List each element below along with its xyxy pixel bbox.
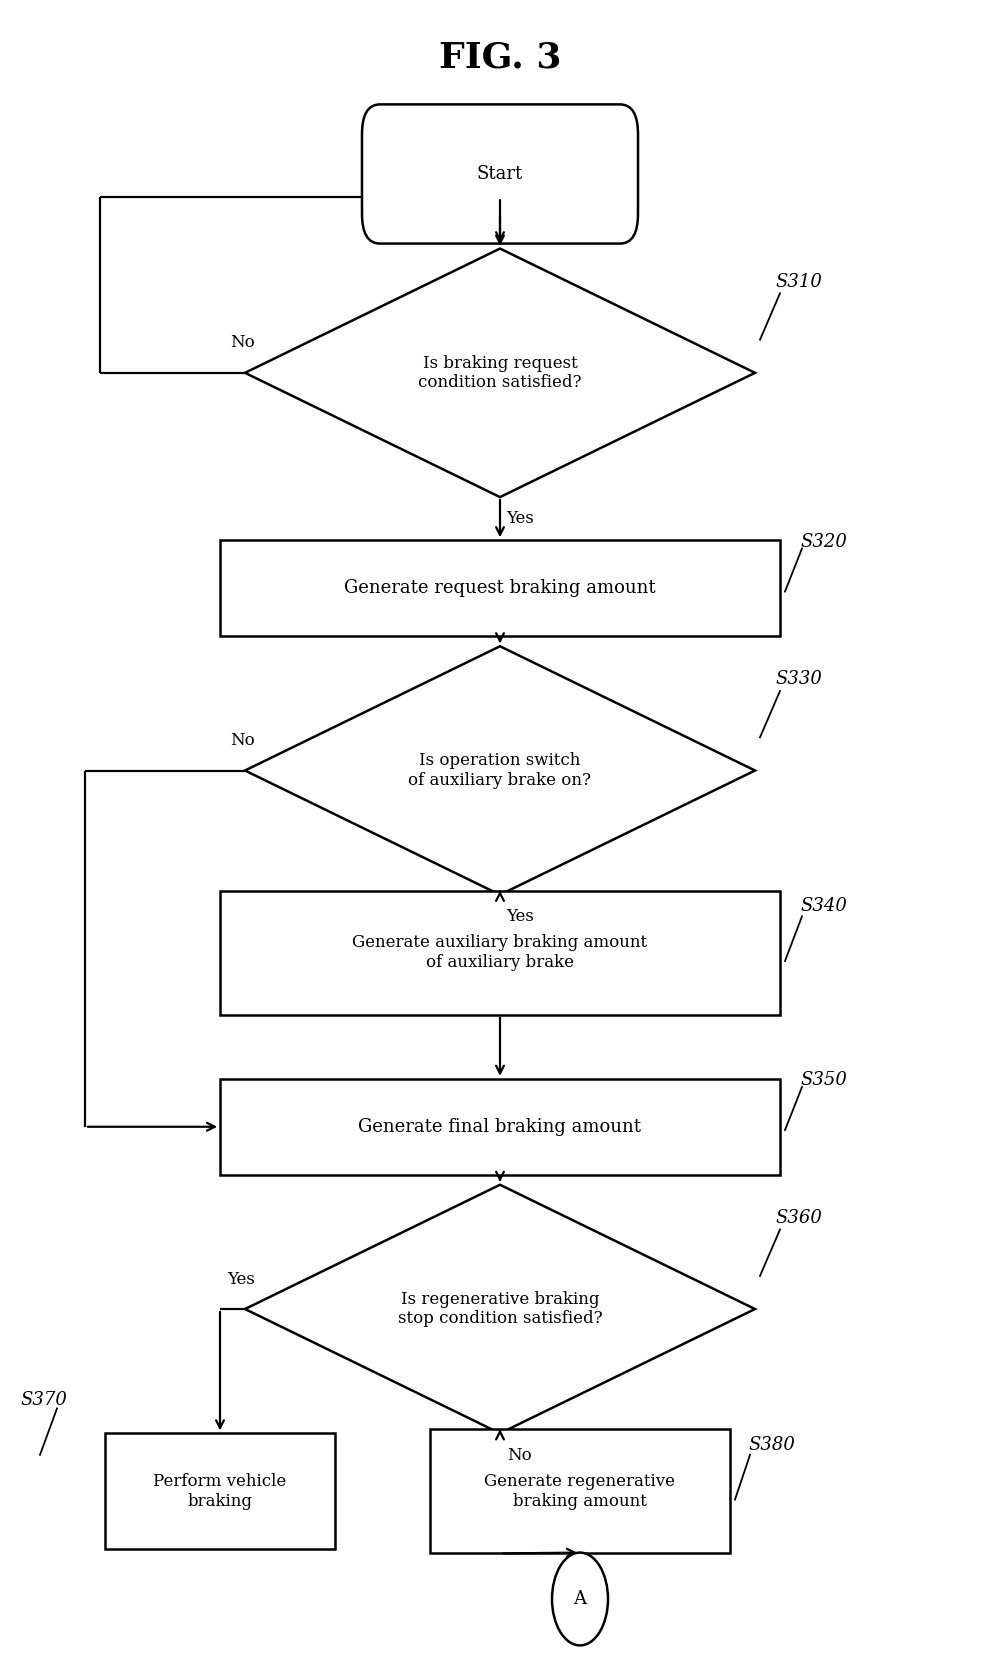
Text: Generate final braking amount: Generate final braking amount	[358, 1118, 642, 1135]
Text: A: A	[574, 1591, 586, 1607]
Text: Generate request braking amount: Generate request braking amount	[344, 580, 656, 597]
Text: Is braking request
condition satisfied?: Is braking request condition satisfied?	[418, 355, 582, 391]
Text: No: No	[508, 1447, 532, 1463]
Text: S380: S380	[748, 1437, 795, 1453]
FancyBboxPatch shape	[362, 104, 638, 244]
Text: No: No	[230, 335, 255, 351]
Text: FIG. 3: FIG. 3	[439, 41, 561, 75]
Text: Yes: Yes	[506, 510, 534, 527]
Text: S310: S310	[775, 273, 822, 290]
Text: S340: S340	[800, 898, 847, 915]
Text: Is operation switch
of auxiliary brake on?: Is operation switch of auxiliary brake o…	[409, 752, 592, 789]
Text: Yes: Yes	[506, 908, 534, 925]
Text: Is regenerative braking
stop condition satisfied?: Is regenerative braking stop condition s…	[398, 1291, 602, 1327]
Polygon shape	[245, 646, 755, 895]
Circle shape	[552, 1553, 608, 1645]
Text: S350: S350	[800, 1072, 847, 1089]
Text: No: No	[230, 732, 255, 749]
Polygon shape	[245, 249, 755, 497]
Text: S360: S360	[775, 1210, 822, 1226]
Text: Start: Start	[477, 166, 523, 182]
Text: Generate regenerative
braking amount: Generate regenerative braking amount	[484, 1473, 676, 1510]
Text: S320: S320	[800, 534, 847, 550]
FancyBboxPatch shape	[220, 540, 780, 636]
Text: Generate auxiliary braking amount
of auxiliary brake: Generate auxiliary braking amount of aux…	[352, 935, 648, 971]
Text: Yes: Yes	[227, 1271, 255, 1287]
FancyBboxPatch shape	[105, 1433, 335, 1549]
Text: S370: S370	[20, 1392, 67, 1408]
FancyBboxPatch shape	[220, 1079, 780, 1175]
FancyBboxPatch shape	[430, 1428, 730, 1554]
Text: S330: S330	[775, 671, 822, 688]
FancyBboxPatch shape	[220, 891, 780, 1014]
Text: Perform vehicle
braking: Perform vehicle braking	[153, 1473, 287, 1510]
Polygon shape	[245, 1185, 755, 1433]
